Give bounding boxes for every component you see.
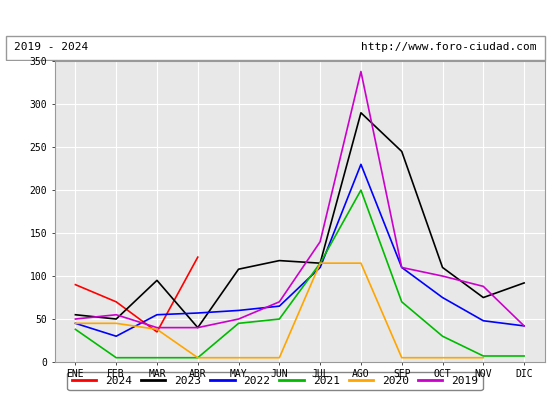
FancyBboxPatch shape [6, 36, 544, 60]
Text: 2019 - 2024: 2019 - 2024 [14, 42, 88, 52]
Text: http://www.foro-ciudad.com: http://www.foro-ciudad.com [361, 42, 536, 52]
Legend: 2024, 2023, 2022, 2021, 2020, 2019: 2024, 2023, 2022, 2021, 2020, 2019 [67, 372, 483, 390]
Text: Evolucion Nº Turistas Extranjeros en el municipio de Cacabelos: Evolucion Nº Turistas Extranjeros en el … [65, 10, 485, 24]
